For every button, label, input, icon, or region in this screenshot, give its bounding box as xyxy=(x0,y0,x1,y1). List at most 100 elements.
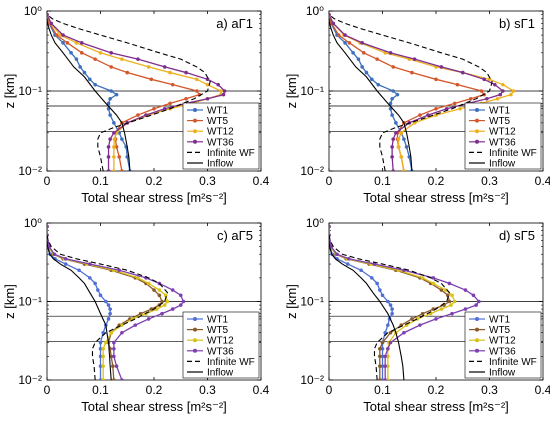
legend-label: WT5 xyxy=(489,325,511,336)
data-point-wt36 xyxy=(391,169,395,171)
data-point-wt12 xyxy=(452,299,457,304)
data-point-wt12 xyxy=(165,299,170,304)
chart-panel-2: 0 0.1 0.2 0.3 0.4 10⁰ 10⁻¹ 10⁻² Total shear stre… xyxy=(284,4,550,205)
data-point-wt1 xyxy=(380,346,385,351)
legend-label: WT36 xyxy=(207,137,234,148)
series-line-wt36 xyxy=(47,14,226,171)
data-point-wt36 xyxy=(47,12,49,17)
data-point-wt36 xyxy=(170,288,175,292)
data-point-wt5 xyxy=(378,378,382,380)
data-point-wt5 xyxy=(439,288,444,292)
legend-box xyxy=(182,311,260,379)
data-point-wt1 xyxy=(343,41,347,45)
data-point-wt1 xyxy=(388,101,393,106)
data-point-wt5 xyxy=(136,113,140,117)
y-tick-label: 10⁻² xyxy=(18,373,42,387)
data-point-wt36 xyxy=(474,303,478,307)
x-tick-label: 0.4 xyxy=(535,383,550,397)
legend-label: WT5 xyxy=(207,325,229,336)
data-point-wt5 xyxy=(434,106,438,111)
data-point-wt1 xyxy=(380,354,385,359)
data-point-wt5 xyxy=(447,299,452,304)
data-point-wt36 xyxy=(112,354,116,359)
x-tick-label: 0.4 xyxy=(253,174,270,188)
data-point-wt36 xyxy=(329,224,331,229)
data-point-wt36 xyxy=(61,33,65,37)
data-point-wt5 xyxy=(445,293,450,298)
chart-panel-3: 0 0.1 0.2 0.3 0.4 10⁰ 10⁻¹ 10⁻² Total shear stre… xyxy=(2,216,270,414)
data-point-wt12 xyxy=(431,281,436,286)
data-point-wt36 xyxy=(160,311,164,316)
legend-marker xyxy=(475,338,479,343)
data-point-wt5 xyxy=(418,113,422,117)
legend-label: WT12 xyxy=(207,127,234,138)
data-point-wt5 xyxy=(420,311,425,316)
data-point-wt36 xyxy=(146,317,151,321)
data-point-wt12 xyxy=(495,96,500,101)
data-point-wt36 xyxy=(88,262,92,266)
data-point-wt36 xyxy=(133,323,138,327)
data-point-wt5 xyxy=(114,145,119,149)
x-axis-label: Total shear stress [m²s⁻²] xyxy=(81,190,227,205)
data-point-wt5 xyxy=(117,155,122,159)
data-point-wt1 xyxy=(390,307,394,311)
data-point-wt1 xyxy=(112,121,116,125)
data-point-wt5 xyxy=(184,96,188,101)
data-point-wt5 xyxy=(54,33,59,37)
data-point-wt1 xyxy=(391,89,396,93)
data-point-wt36 xyxy=(439,65,444,69)
series-line-inflow xyxy=(47,240,112,380)
legend-marker xyxy=(475,348,479,353)
panel-title: b) sΓ1 xyxy=(499,16,535,31)
data-point-wt12 xyxy=(487,77,492,82)
data-point-wt1 xyxy=(88,276,92,280)
y-tick-label: 10⁰ xyxy=(24,4,42,18)
data-point-wt36 xyxy=(49,21,54,26)
data-point-wt1 xyxy=(82,70,87,75)
data-point-wt1 xyxy=(96,288,100,292)
legend-marker xyxy=(193,348,197,353)
legend-label: WT1 xyxy=(207,315,229,326)
legend-label: WT12 xyxy=(207,336,234,347)
data-point-wt12 xyxy=(120,323,124,327)
data-point-wt36 xyxy=(216,82,220,87)
data-point-wt5 xyxy=(378,354,382,359)
legend-marker xyxy=(475,108,479,112)
data-point-wt36 xyxy=(222,89,227,93)
data-point-wt12 xyxy=(439,307,444,311)
data-point-wt1 xyxy=(106,317,111,321)
y-tick-label: 10⁰ xyxy=(306,4,324,18)
data-point-wt5 xyxy=(65,41,70,45)
y-tick-label: 10⁻¹ xyxy=(18,84,42,98)
data-point-wt12 xyxy=(396,137,401,141)
data-point-wt5 xyxy=(79,51,84,55)
data-point-wt5 xyxy=(195,89,199,93)
data-point-wt1 xyxy=(93,82,97,87)
data-point-wt1 xyxy=(104,299,108,304)
data-point-wt36 xyxy=(117,268,122,273)
data-point-wt36 xyxy=(450,311,454,316)
data-point-wt36 xyxy=(114,364,119,368)
data-point-wt5 xyxy=(468,96,473,101)
y-tick-label: 10⁻¹ xyxy=(300,295,324,309)
data-point-wt12 xyxy=(168,70,172,75)
panel-title: d) sΓ5 xyxy=(499,228,535,243)
x-tick-label: 0.4 xyxy=(253,383,270,397)
x-tick-label: 0 xyxy=(44,383,51,397)
data-point-wt12 xyxy=(162,303,167,307)
data-point-wt1 xyxy=(98,340,103,345)
data-point-wt12 xyxy=(101,364,105,368)
data-point-wt12 xyxy=(74,41,79,45)
legend-label: WT36 xyxy=(489,137,516,148)
legend-label: WT5 xyxy=(207,116,229,127)
data-point-wt1 xyxy=(106,101,111,106)
data-point-wt5 xyxy=(410,70,414,75)
data-point-wt36 xyxy=(418,323,422,327)
data-point-wt1 xyxy=(370,276,374,280)
data-point-wt36 xyxy=(434,317,438,321)
data-point-wt5 xyxy=(125,70,130,75)
series-line-wt12 xyxy=(47,14,222,171)
x-tick-label: 0 xyxy=(44,174,51,188)
